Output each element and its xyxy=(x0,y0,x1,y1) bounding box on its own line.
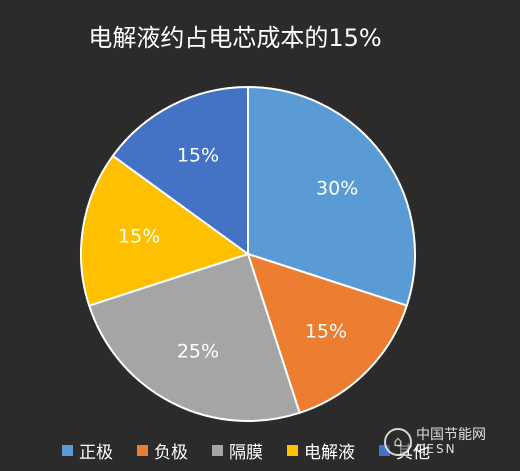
legend-swatch xyxy=(137,445,148,456)
legend-swatch xyxy=(212,445,223,456)
data-label-separator: 25% xyxy=(177,341,219,363)
chart-title: 电解液约占电芯成本的15% xyxy=(88,24,382,52)
pie-data-labels: 30% 15% 25% 15% 15% xyxy=(118,144,358,362)
pie-slice-cathode xyxy=(247,85,416,307)
legend-label: 隔膜 xyxy=(229,443,263,463)
legend-item-anode: 负极 xyxy=(137,438,188,463)
legend-swatch xyxy=(287,445,298,456)
legend-swatch xyxy=(62,445,73,456)
legend-label: 电解液 xyxy=(304,443,355,463)
data-label-cathode: 30% xyxy=(316,178,358,200)
legend-item-electrolyte: 电解液 xyxy=(287,438,355,463)
legend-label: 负极 xyxy=(154,443,188,463)
data-label-anode: 15% xyxy=(305,320,347,342)
chart-legend: 正极 负极 隔膜 电解液 其他 xyxy=(62,438,454,463)
pie-slice-other xyxy=(111,85,249,256)
legend-label: 正极 xyxy=(79,443,113,463)
legend-item-cathode: 正极 xyxy=(62,438,113,463)
pie-slice-separator xyxy=(87,252,301,422)
data-label-other: 15% xyxy=(177,144,219,166)
watermark-text: 中国节能网 CESN xyxy=(416,428,486,455)
legend-item-separator: 隔膜 xyxy=(212,438,263,463)
legend-swatch xyxy=(379,445,390,456)
pie-slice-electrolyte xyxy=(80,154,251,307)
watermark-logo-icon: ⌂ xyxy=(384,428,412,456)
watermark-cn: 中国节能网 xyxy=(416,427,486,444)
pie-slices xyxy=(80,85,416,422)
data-label-electrolyte: 15% xyxy=(118,225,160,247)
watermark: ⌂ 中国节能网 CESN xyxy=(384,420,514,464)
watermark-en: CESN xyxy=(416,442,457,457)
